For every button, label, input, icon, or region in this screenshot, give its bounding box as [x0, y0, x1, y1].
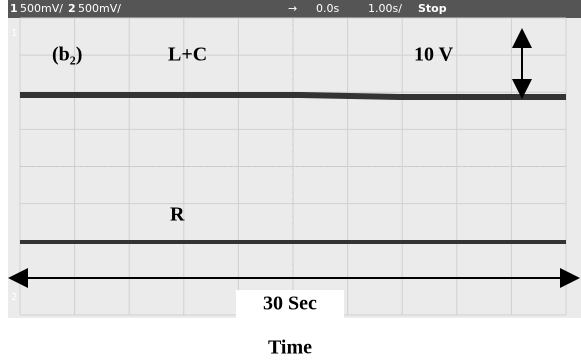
amplitude-label: 10 V — [414, 44, 454, 66]
bottom-trace-label: R — [170, 204, 185, 226]
ch1-marker: 1 — [11, 28, 17, 39]
run-state: Stop — [418, 2, 447, 15]
delay: 0.0s — [316, 2, 339, 15]
ch2-scale: 500mV/ — [78, 2, 121, 15]
ch1-scale: 500mV/ — [20, 2, 63, 15]
timebase: 1.00s/ — [368, 2, 402, 15]
duration-label: 30 Sec — [263, 293, 317, 315]
screen — [8, 18, 581, 318]
axis-label: Time — [268, 337, 312, 359]
oscilloscope-figure: 1 500mV/ 2 500mV/ → 0.0s 1.00s/ Stop 1 2… — [0, 0, 581, 362]
trace-top — [20, 95, 566, 97]
ch2-marker: 2 — [11, 292, 17, 303]
ch1-label: 1 — [10, 2, 18, 15]
top-trace-label: L+C — [168, 44, 207, 66]
panel-label: (b₂) — [52, 44, 82, 66]
trigger-arrow: → — [288, 2, 297, 15]
ch2-label: 2 — [68, 2, 76, 15]
